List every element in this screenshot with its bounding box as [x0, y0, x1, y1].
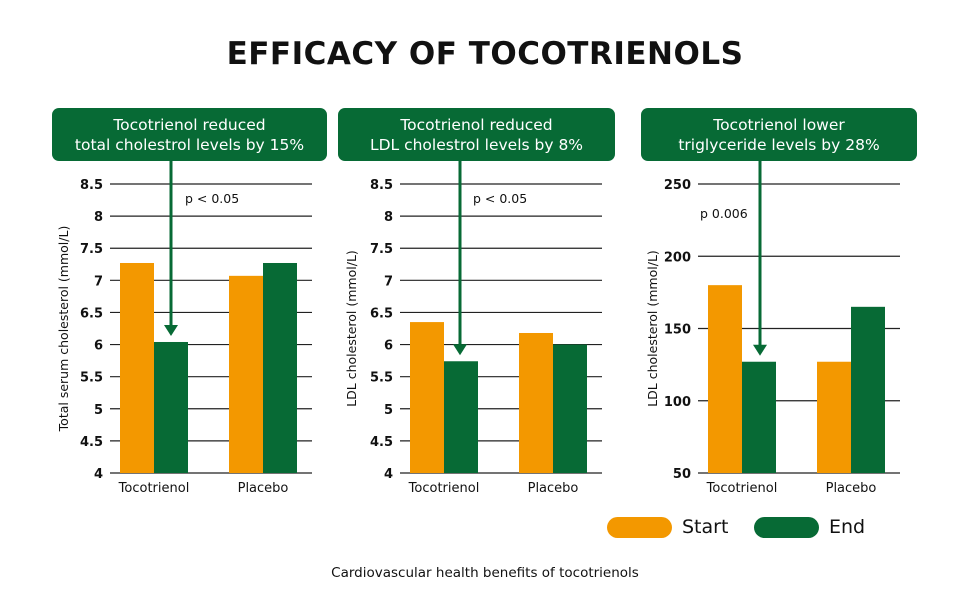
callout-line: triglyceride levels by 28% — [678, 135, 880, 154]
x-tick-label: Tocotrienol — [118, 481, 190, 496]
y-tick-label: 4 — [384, 467, 393, 482]
y-tick-label: 100 — [664, 395, 691, 410]
p-value-annotation: p < 0.05 — [473, 191, 527, 206]
y-tick-label: 6 — [94, 339, 103, 354]
y-tick-label: 150 — [664, 323, 691, 338]
p-value-annotation: p 0.006 — [700, 206, 748, 221]
legend-start-label: Start — [682, 516, 729, 538]
bar-start-tocotrienol — [708, 285, 742, 473]
x-tick-label: Tocotrienol — [408, 481, 480, 496]
y-tick-label: 6.5 — [370, 306, 393, 321]
y-tick-label: 5 — [94, 403, 103, 418]
y-tick-label: 50 — [673, 467, 691, 482]
y-tick-label: 250 — [664, 178, 691, 193]
callout-line: Tocotrienol reduced — [400, 115, 553, 134]
legend-end-label: End — [829, 516, 866, 538]
x-tick-label: Placebo — [238, 481, 289, 496]
bar-end-tocotrienol — [154, 341, 188, 473]
y-tick-label: 8 — [384, 210, 393, 225]
legend-end: End — [754, 516, 865, 538]
bar-end-placebo — [553, 344, 587, 473]
callout-line: Tocotrienol lower — [713, 115, 845, 134]
bar-start-tocotrienol — [410, 322, 444, 473]
bar-end-tocotrienol — [742, 361, 776, 473]
callout-line: Tocotrienol reduced — [113, 115, 266, 134]
callout-line: total cholestrol levels by 15% — [74, 135, 305, 154]
bar-end-placebo — [263, 262, 297, 473]
x-tick-label: Placebo — [528, 481, 579, 496]
y-tick-label: 7 — [94, 274, 103, 289]
y-tick-label: 4.5 — [80, 435, 103, 450]
arrow-down-icon — [753, 344, 767, 356]
y-tick-label: 5 — [384, 403, 393, 418]
bar-start-tocotrienol — [120, 262, 154, 473]
bar-start-placebo — [519, 332, 553, 473]
y-tick-label: 6.5 — [80, 306, 103, 321]
callout-ldl-cholesterol: Tocotrienol reduced LDL cholestrol level… — [338, 108, 615, 161]
y-tick-label: 5.5 — [80, 371, 103, 386]
legend-start: Start — [607, 516, 728, 538]
y-tick-label: 4.5 — [370, 435, 393, 450]
y-tick-label: 200 — [664, 250, 691, 265]
bar-end-placebo — [851, 306, 885, 473]
bar-end-tocotrienol — [444, 361, 478, 473]
x-tick-label: Tocotrienol — [706, 481, 778, 496]
page-title: EFFICACY OF TOCOTRIENOLS — [226, 36, 744, 72]
legend-start-swatch — [607, 516, 672, 538]
y-tick-label: 8.5 — [370, 178, 393, 193]
callout-total-cholesterol: Tocotrienol reduced total cholestrol lev… — [52, 108, 327, 161]
y-tick-label: 7.5 — [370, 242, 393, 257]
arrow-down-icon — [164, 324, 178, 336]
y-tick-label: 5.5 — [370, 371, 393, 386]
callout-triglyceride: Tocotrienol lower triglyceride levels by… — [641, 108, 917, 161]
arrow-down-icon — [453, 344, 467, 356]
p-value-annotation: p < 0.05 — [185, 191, 239, 206]
y-tick-label: 7 — [384, 274, 393, 289]
callout-line: LDL cholestrol levels by 8% — [369, 135, 584, 154]
y-tick-label: 4 — [94, 467, 103, 482]
x-tick-label: Placebo — [826, 481, 877, 496]
y-axis-label: LDL cholesterol (mmol/L) — [344, 250, 359, 407]
y-tick-label: 7.5 — [80, 242, 103, 257]
y-tick-label: 8 — [94, 210, 103, 225]
y-axis-label: Total serum cholesterol (mmol/L) — [56, 226, 71, 433]
y-axis-label: LDL cholesterol (mmol/L) — [645, 250, 660, 407]
y-tick-label: 8.5 — [80, 178, 103, 193]
y-tick-label: 6 — [384, 339, 393, 354]
bar-start-placebo — [817, 361, 851, 473]
bar-start-placebo — [229, 275, 263, 473]
figure-caption: Cardiovascular health benefits of tocotr… — [331, 565, 639, 581]
legend-end-swatch — [754, 516, 819, 538]
